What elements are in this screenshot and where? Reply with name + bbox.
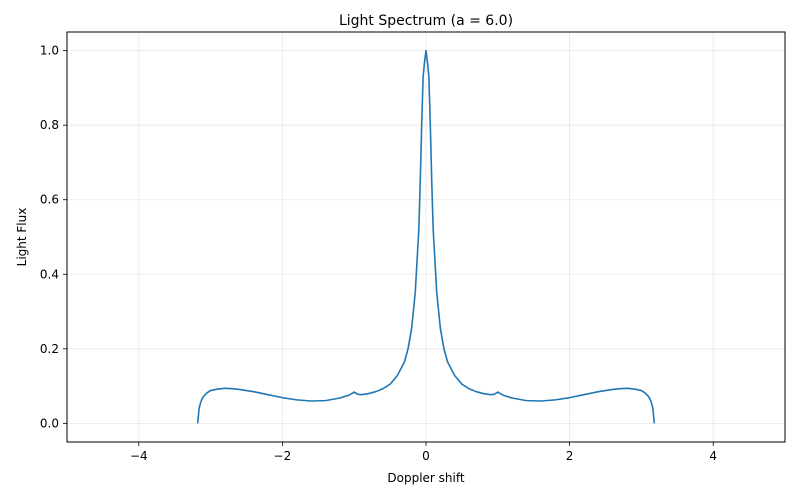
tick-layer: −4 −2 0 2 4 0.0 0.2 0.4 0.6 0.8 1.0 bbox=[40, 44, 717, 463]
x-tick-label: −2 bbox=[274, 449, 292, 463]
chart-title: Light Spectrum (a = 6.0) bbox=[339, 13, 513, 29]
x-tick-label: 0 bbox=[422, 449, 430, 463]
x-tick-label: 2 bbox=[566, 449, 574, 463]
y-tick-label: 1.0 bbox=[40, 44, 59, 58]
y-axis-label: Light Flux bbox=[15, 208, 29, 267]
y-tick-label: 0.2 bbox=[40, 342, 59, 356]
y-tick-label: 0.6 bbox=[40, 193, 59, 207]
y-tick-label: 0.8 bbox=[40, 118, 59, 132]
x-tick-label: 4 bbox=[709, 449, 717, 463]
series-line bbox=[196, 49, 656, 424]
grid-layer bbox=[67, 32, 785, 442]
y-tick-label: 0.0 bbox=[40, 416, 59, 430]
x-tick-label: −4 bbox=[130, 449, 148, 463]
x-axis-label: Doppler shift bbox=[387, 471, 464, 485]
series-layer bbox=[196, 49, 656, 424]
y-tick-label: 0.4 bbox=[40, 267, 59, 281]
